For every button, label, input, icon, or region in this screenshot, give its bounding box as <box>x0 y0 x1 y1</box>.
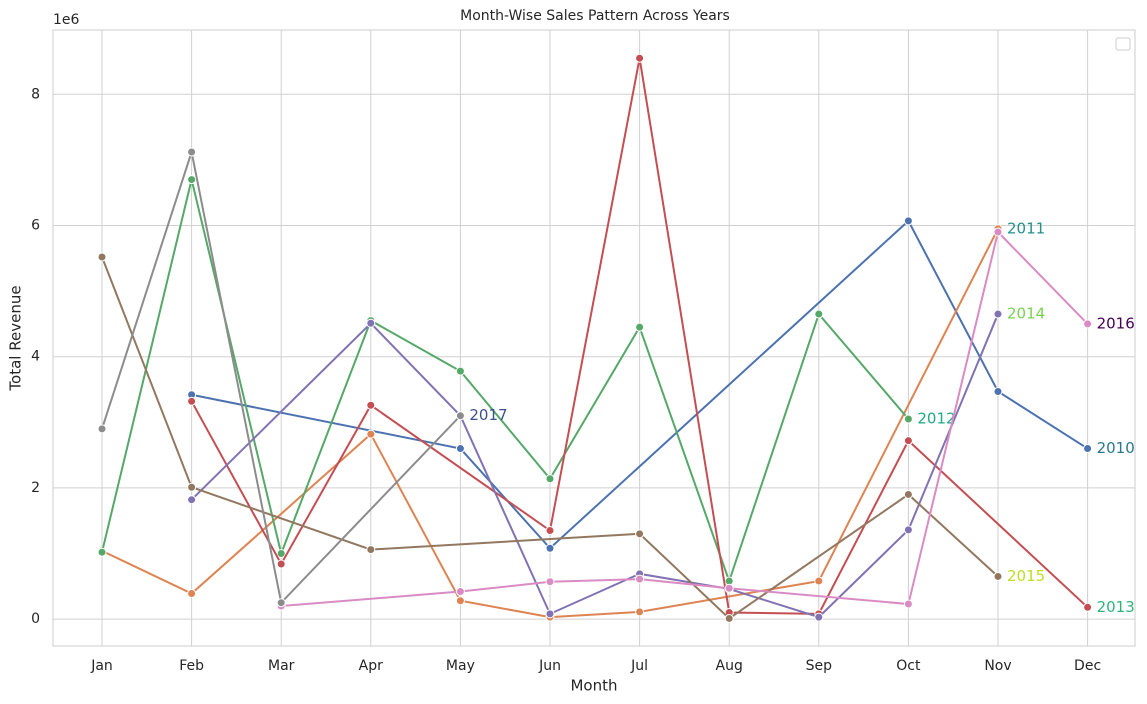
chart-title: Month-Wise Sales Pattern Across Years <box>460 8 730 24</box>
y-tick-label: 6 <box>31 217 40 233</box>
data-point <box>276 549 286 559</box>
data-point <box>366 545 376 555</box>
x-tick-label: Mar <box>268 658 295 674</box>
y-tick-label: 0 <box>31 611 40 627</box>
x-tick-label: Aug <box>716 658 743 674</box>
data-point <box>545 609 555 619</box>
x-tick-label: Oct <box>896 658 921 674</box>
series-annotation: 2015 <box>1007 567 1045 585</box>
series-line <box>191 219 1089 550</box>
data-point <box>903 525 913 535</box>
data-point <box>455 411 465 421</box>
data-point <box>814 612 824 622</box>
data-point <box>724 583 734 593</box>
series-line <box>101 148 462 605</box>
series-annotation: 2012 <box>917 410 955 428</box>
x-tick-label: Jul <box>630 658 648 674</box>
data-point <box>455 444 465 454</box>
data-point <box>97 424 107 434</box>
data-point <box>545 543 555 553</box>
data-point <box>993 386 1003 396</box>
data-point <box>455 587 465 597</box>
data-point <box>276 598 286 608</box>
x-tick-label: Jan <box>90 658 113 674</box>
x-axis-label: Month <box>570 677 617 695</box>
x-tick-label: Feb <box>179 658 204 674</box>
data-point <box>187 495 197 505</box>
data-point <box>276 559 286 569</box>
data-point <box>1083 319 1093 329</box>
series-annotation: 2014 <box>1007 305 1045 323</box>
data-point <box>97 547 107 557</box>
data-point <box>187 175 197 185</box>
series-annotation: 2013 <box>1097 598 1135 616</box>
y-tick-label: 4 <box>31 349 40 365</box>
data-point <box>903 414 913 424</box>
data-point <box>187 396 197 406</box>
legend-box <box>1115 37 1131 51</box>
data-point <box>635 529 645 539</box>
data-point <box>814 309 824 319</box>
x-tick-label: Nov <box>984 658 1011 674</box>
data-point <box>635 53 645 63</box>
data-point <box>187 147 197 157</box>
data-point <box>366 400 376 410</box>
y-tick-label: 2 <box>31 480 40 496</box>
data-point <box>97 252 107 262</box>
data-point <box>724 613 734 623</box>
data-point <box>993 309 1003 319</box>
data-point <box>1083 444 1093 454</box>
y-axis-label: Total Revenue <box>7 285 25 391</box>
data-point <box>366 429 376 439</box>
series-annotation: 2011 <box>1007 219 1045 237</box>
data-point <box>903 436 913 446</box>
x-tick-label: Dec <box>1074 658 1101 674</box>
data-point <box>993 571 1003 581</box>
x-tick-label: Jun <box>538 658 561 674</box>
data-point <box>455 596 465 606</box>
series-line <box>281 230 1089 607</box>
x-tick-label: Sep <box>806 658 833 674</box>
data-point <box>366 318 376 328</box>
data-point <box>903 489 913 499</box>
data-point <box>187 482 197 492</box>
data-point <box>635 322 645 332</box>
y-tick-label: 8 <box>31 86 40 102</box>
series-annotation: 2016 <box>1097 314 1135 332</box>
data-point <box>545 474 555 484</box>
data-point <box>993 227 1003 237</box>
plot-area <box>52 29 1136 647</box>
series-line <box>101 228 999 619</box>
series-annotation: 2017 <box>469 406 507 424</box>
data-point <box>903 599 913 609</box>
y-offset-label: 1e6 <box>53 12 80 28</box>
data-point <box>814 576 824 586</box>
x-tick-label: Apr <box>359 658 383 674</box>
data-point <box>545 526 555 536</box>
data-point <box>1083 602 1093 612</box>
x-tick-label: May <box>446 658 475 674</box>
data-point <box>455 366 465 376</box>
data-point <box>635 607 645 617</box>
data-point <box>903 216 913 226</box>
series-annotation: 2010 <box>1097 439 1135 457</box>
data-point <box>635 574 645 584</box>
data-point <box>545 577 555 587</box>
data-point <box>187 589 197 599</box>
series-line <box>101 179 910 585</box>
